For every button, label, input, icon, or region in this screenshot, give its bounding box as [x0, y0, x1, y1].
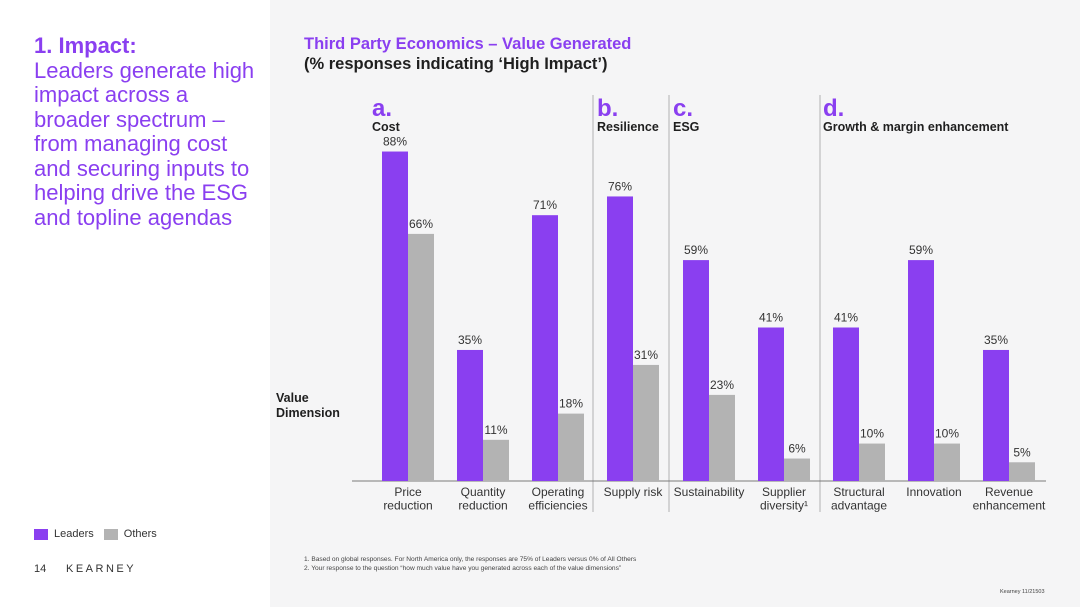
bar-leaders	[833, 327, 859, 481]
bar-leaders	[983, 349, 1009, 481]
data-label: 18%	[559, 397, 583, 411]
category-label: Price	[394, 485, 422, 499]
category-label: Quantity	[461, 485, 506, 499]
data-label: 59%	[909, 243, 933, 257]
category-label: Operating	[532, 485, 585, 499]
category-label: diversity¹	[760, 499, 808, 513]
bar-leaders	[532, 215, 558, 481]
bar-leaders	[457, 349, 483, 481]
data-label: 35%	[984, 333, 1008, 347]
data-label: 10%	[860, 427, 884, 441]
legend-swatch-others	[103, 528, 118, 540]
category-label: Structural	[833, 485, 884, 499]
legend-item-others: Others	[103, 528, 157, 540]
chart-subtitle: (% responses indicating ‘High Impact’)	[304, 55, 608, 73]
document-reference: Kearney 11/21503	[1000, 589, 1045, 595]
bar-others	[558, 413, 584, 481]
bar-others	[633, 364, 659, 481]
group-name: Cost	[372, 120, 401, 134]
page-number: 14	[34, 563, 47, 575]
brand-logo: KEARNEY	[66, 563, 137, 575]
bar-others	[408, 233, 434, 481]
data-label: 41%	[834, 310, 858, 324]
bar-leaders	[607, 196, 633, 481]
footnotes: 1. Based on global responses. For North …	[304, 556, 636, 573]
data-label: 59%	[684, 243, 708, 257]
bar-others	[483, 439, 509, 481]
category-label: enhancement	[973, 499, 1046, 513]
bar-others	[709, 394, 735, 481]
category-label: reduction	[458, 499, 507, 513]
chart-title: Third Party Economics – Value Generated	[304, 35, 632, 53]
data-label: 23%	[710, 378, 734, 392]
headline-heading: 1. Impact:	[34, 33, 137, 58]
data-label: 6%	[788, 442, 806, 456]
group-letter: a.	[372, 95, 392, 122]
headline-body: Leaders generate high impact across a br…	[34, 57, 255, 230]
bar-leaders	[908, 260, 934, 481]
data-label: 76%	[608, 179, 632, 193]
bar-others	[784, 458, 810, 481]
legend-item-leaders: Leaders	[34, 528, 94, 540]
group-letter: d.	[823, 95, 844, 122]
data-label: 66%	[409, 217, 433, 231]
category-label: reduction	[383, 499, 432, 513]
legend-label-others: Others	[123, 528, 157, 540]
bar-leaders	[683, 260, 709, 481]
category-label: Innovation	[906, 485, 961, 499]
left-panel: 1. Impact: Leaders generate high impact …	[0, 0, 270, 607]
bar-others	[1009, 462, 1035, 481]
y-axis-label: Value Dimension	[276, 391, 340, 420]
footnote-2: 2. Your response to the question “how mu…	[304, 564, 622, 572]
legend-swatch-leaders	[34, 528, 48, 540]
category-label: Sustainability	[674, 485, 745, 499]
data-label: 5%	[1013, 445, 1031, 459]
category-label: Supplier	[762, 485, 806, 499]
category-label: Supply risk	[604, 485, 664, 499]
chart-legend: Leaders Others	[34, 528, 167, 540]
group-name: ESG	[673, 120, 699, 134]
data-label: 31%	[634, 348, 658, 362]
data-label: 10%	[935, 427, 959, 441]
category-label: Revenue	[985, 485, 1033, 499]
data-label: 11%	[484, 423, 507, 437]
data-label: 41%	[759, 310, 783, 324]
data-label: 35%	[458, 333, 482, 347]
group-letter: b.	[597, 95, 618, 122]
bar-others	[934, 443, 960, 481]
data-label: 88%	[383, 135, 407, 149]
chart-title-block: Third Party Economics – Value Generated …	[304, 34, 631, 74]
group-name: Growth & margin enhancement	[823, 120, 1009, 134]
headline: 1. Impact: Leaders generate high impact …	[34, 33, 264, 230]
bar-leaders	[758, 327, 784, 481]
legend-label-leaders: Leaders	[54, 528, 94, 540]
group-letter: c.	[673, 95, 693, 122]
data-label: 71%	[533, 198, 557, 212]
footnote-1: 1. Based on global responses. For North …	[304, 556, 637, 563]
category-label: efficiencies	[528, 499, 587, 513]
bar-others	[859, 443, 885, 481]
group-name: Resilience	[597, 120, 659, 134]
bar-leaders	[382, 151, 408, 481]
category-label: advantage	[831, 499, 887, 513]
